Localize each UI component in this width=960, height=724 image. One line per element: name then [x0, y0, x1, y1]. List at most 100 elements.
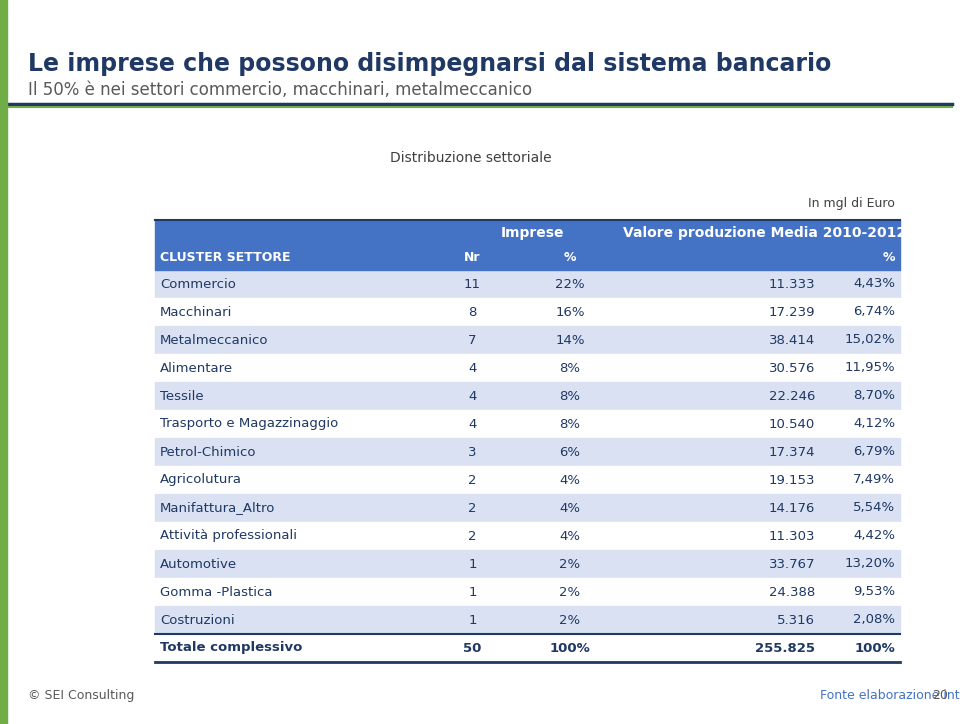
Text: Le imprese che possono disimpegnarsi dal sistema bancario: Le imprese che possono disimpegnarsi dal…	[28, 52, 831, 76]
Text: 1: 1	[468, 586, 477, 599]
Text: 19.153: 19.153	[769, 473, 815, 487]
Text: In mgl di Euro: In mgl di Euro	[808, 197, 895, 210]
Text: Attività professionali: Attività professionali	[160, 529, 297, 542]
Text: Costruzioni: Costruzioni	[160, 613, 234, 626]
Text: 4,43%: 4,43%	[853, 277, 895, 290]
Text: 33.767: 33.767	[769, 557, 815, 571]
Text: 30.576: 30.576	[769, 361, 815, 374]
Text: 6,79%: 6,79%	[853, 445, 895, 458]
Text: 2%: 2%	[560, 586, 581, 599]
Bar	[155, 606, 900, 634]
Text: 8: 8	[468, 306, 477, 319]
Bar	[155, 326, 900, 354]
Text: Commercio: Commercio	[160, 277, 236, 290]
Text: 14.176: 14.176	[769, 502, 815, 515]
Text: 17.239: 17.239	[769, 306, 815, 319]
Bar	[155, 578, 900, 606]
Text: Tessile: Tessile	[160, 390, 204, 403]
Bar	[155, 220, 900, 245]
Text: 7: 7	[468, 334, 477, 347]
Text: 6,74%: 6,74%	[853, 306, 895, 319]
Text: 10.540: 10.540	[769, 418, 815, 431]
Bar	[155, 550, 900, 578]
Text: 4%: 4%	[560, 502, 581, 515]
Text: 38.414: 38.414	[769, 334, 815, 347]
Text: 2: 2	[468, 502, 477, 515]
Text: 2%: 2%	[560, 613, 581, 626]
Bar	[155, 382, 900, 410]
Text: Petrol-Chimico: Petrol-Chimico	[160, 445, 256, 458]
Text: Nr: Nr	[465, 251, 481, 264]
Text: 4%: 4%	[560, 529, 581, 542]
Text: 2: 2	[468, 473, 477, 487]
Bar	[155, 466, 900, 494]
Text: 8,70%: 8,70%	[853, 390, 895, 403]
Text: 24.388: 24.388	[769, 586, 815, 599]
Text: 8%: 8%	[560, 361, 581, 374]
Text: 255.825: 255.825	[755, 641, 815, 654]
Text: © SEI Consulting: © SEI Consulting	[28, 689, 134, 702]
Bar	[155, 245, 900, 270]
Text: 4: 4	[468, 418, 477, 431]
Text: 4: 4	[468, 390, 477, 403]
Text: 22.246: 22.246	[769, 390, 815, 403]
Bar	[155, 522, 900, 550]
Text: 8%: 8%	[560, 390, 581, 403]
Text: Alimentare: Alimentare	[160, 361, 233, 374]
Text: 13,20%: 13,20%	[845, 557, 895, 571]
Text: Il 50% è nei settori commercio, macchinari, metalmeccanico: Il 50% è nei settori commercio, macchina…	[28, 81, 532, 99]
Text: Trasporto e Magazzinaggio: Trasporto e Magazzinaggio	[160, 418, 338, 431]
Text: 8%: 8%	[560, 418, 581, 431]
Text: 3: 3	[468, 445, 477, 458]
Bar	[155, 634, 900, 662]
Text: 4,12%: 4,12%	[852, 418, 895, 431]
Bar	[0, 0, 7, 724]
Text: Agricolutura: Agricolutura	[160, 473, 242, 487]
Text: 2: 2	[468, 529, 477, 542]
Bar	[155, 494, 900, 522]
Text: Totale complessivo: Totale complessivo	[160, 641, 302, 654]
Text: 50: 50	[464, 641, 482, 654]
Text: 17.374: 17.374	[769, 445, 815, 458]
Text: CLUSTER SETTORE: CLUSTER SETTORE	[160, 251, 291, 264]
Bar	[155, 298, 900, 326]
Text: 11.303: 11.303	[769, 529, 815, 542]
Text: 100%: 100%	[550, 641, 590, 654]
Text: 2%: 2%	[560, 557, 581, 571]
Text: 100%: 100%	[854, 641, 895, 654]
Text: 2,08%: 2,08%	[853, 613, 895, 626]
Text: 20: 20	[932, 689, 948, 702]
Text: 11,95%: 11,95%	[845, 361, 895, 374]
Text: Imprese: Imprese	[501, 225, 564, 240]
Text: 5.316: 5.316	[777, 613, 815, 626]
Text: Gomma -Plastica: Gomma -Plastica	[160, 586, 273, 599]
Text: 1: 1	[468, 613, 477, 626]
Text: 5,54%: 5,54%	[852, 502, 895, 515]
Bar	[155, 270, 900, 298]
Text: 14%: 14%	[555, 334, 585, 347]
Text: 15,02%: 15,02%	[845, 334, 895, 347]
Text: 16%: 16%	[555, 306, 585, 319]
Text: 11: 11	[464, 277, 481, 290]
Text: 4: 4	[468, 361, 477, 374]
Text: Manifattura_Altro: Manifattura_Altro	[160, 502, 276, 515]
Text: 7,49%: 7,49%	[853, 473, 895, 487]
Text: %: %	[882, 251, 895, 264]
Text: 9,53%: 9,53%	[852, 586, 895, 599]
Text: Automotive: Automotive	[160, 557, 237, 571]
Text: 6%: 6%	[560, 445, 581, 458]
Text: Valore produzione Media 2010-2012: Valore produzione Media 2010-2012	[623, 225, 906, 240]
Text: 22%: 22%	[555, 277, 585, 290]
Text: 4,42%: 4,42%	[853, 529, 895, 542]
Bar	[155, 354, 900, 382]
Text: Distribuzione settoriale: Distribuzione settoriale	[390, 151, 552, 165]
Text: 11.333: 11.333	[768, 277, 815, 290]
Text: 1: 1	[468, 557, 477, 571]
Text: %: %	[564, 251, 576, 264]
Bar	[155, 438, 900, 466]
Bar	[155, 410, 900, 438]
Text: 4%: 4%	[560, 473, 581, 487]
Text: Macchinari: Macchinari	[160, 306, 232, 319]
Text: Metalmeccanico: Metalmeccanico	[160, 334, 269, 347]
Text: Fonte elaborazione interna: Fonte elaborazione interna	[820, 689, 960, 702]
